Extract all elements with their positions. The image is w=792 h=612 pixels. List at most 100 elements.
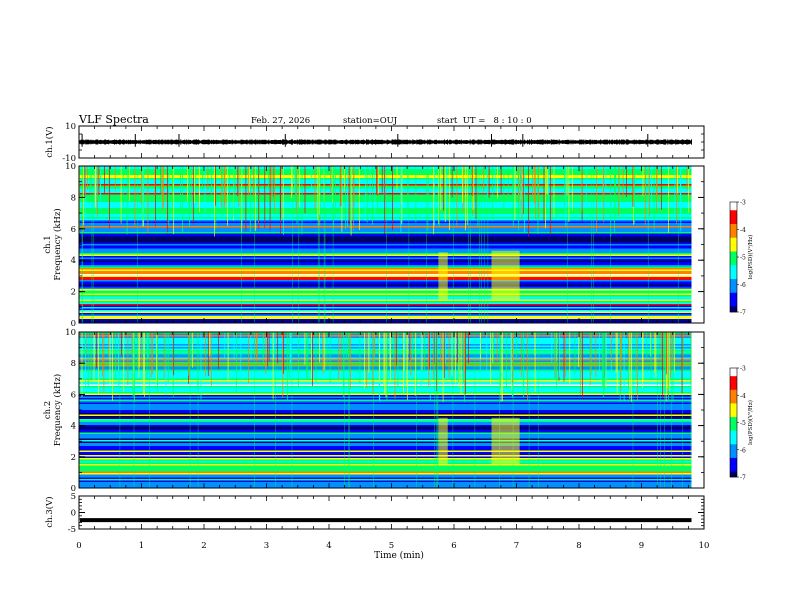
ch2-spectrogram-band-row xyxy=(79,458,692,460)
ch1-spectrogram-band-row xyxy=(79,293,692,295)
ch1-spectrogram-band-row xyxy=(79,262,692,264)
ch2-spectrogram-emission xyxy=(491,417,520,465)
ch2-spectrogram-colorbar-swatch xyxy=(730,441,737,445)
ch1-waveform-trace xyxy=(79,134,692,147)
ch1-spectrogram-ytick-label: 2 xyxy=(71,288,76,298)
ch1-spectrogram-band-row xyxy=(79,173,692,175)
ch2-spectrogram-colorbar-swatch xyxy=(730,468,737,472)
ch3-waveform-panel: 5 0 -5 ch.3(V) xyxy=(44,492,705,535)
ch1-spectrogram-colorbar-swatch xyxy=(730,265,737,269)
ch1-spectrogram-band-row xyxy=(79,170,692,172)
ch2-spectrogram-colorbar-tick-label: -6 xyxy=(740,447,746,454)
ch2-spectrogram-band-row xyxy=(79,368,692,370)
ch1-spectrogram-ytick-label: 10 xyxy=(65,162,76,172)
ch2-spectrogram-band-row xyxy=(79,383,692,385)
ch1-spectrogram-colorbar-swatch xyxy=(730,237,737,241)
ch2-spectrogram-band-row xyxy=(79,377,692,379)
ch1-spectrogram-band-row xyxy=(79,229,692,231)
ch2-spectrogram-band-row xyxy=(79,431,692,433)
ch1-spectrogram-colorbar-swatch xyxy=(730,284,737,288)
ch1-spectrogram-band-row xyxy=(79,271,692,273)
ch1-spectrogram-ytick-label: 6 xyxy=(71,225,76,235)
ch2-spectrogram-band-row xyxy=(79,356,692,358)
ch2-spectrogram-band-row xyxy=(79,453,692,455)
ch2-spectrogram-band-row xyxy=(79,332,692,334)
ch2-spectrogram-band-row xyxy=(79,437,692,439)
ch1-spectrogram-colorbar-swatch xyxy=(730,207,737,211)
ch2-spectrogram-ytick-label: 2 xyxy=(71,453,76,463)
ch2-spectrogram-band-row xyxy=(79,447,692,449)
ch2-spectrogram-colorbar-swatch xyxy=(730,457,737,461)
ch2-spectrogram-band-row xyxy=(79,420,692,422)
ch3-waveform-ylabel: ch.3(V) xyxy=(44,496,55,527)
ch1-spectrogram-colorbar-swatch xyxy=(730,273,737,277)
ch1-spectrogram-colorbar-swatch xyxy=(730,281,737,285)
ch2-spectrogram-colorbar-swatch xyxy=(730,397,737,401)
ch1-spectrogram-emission xyxy=(438,252,448,300)
ch2-spectrogram-band-row xyxy=(79,432,692,434)
ch1-spectrogram-band-row xyxy=(79,274,692,276)
ch1-spectrogram-band-row xyxy=(79,314,692,316)
ch2-spectrogram-band-row xyxy=(79,408,692,410)
ch2-spectrogram-colorbar-swatch xyxy=(730,408,737,412)
ch1-spectrogram-colorbar-swatch xyxy=(730,268,737,272)
ch2-spectrogram-band-row xyxy=(79,428,692,430)
ch2-spectrogram-colorbar-swatch xyxy=(730,447,737,451)
ch1-spectrogram-band-row xyxy=(79,313,692,315)
ch2-spectrogram-ytick-label: 0 xyxy=(71,484,76,494)
ch2-spectrogram-colorbar-swatch xyxy=(730,422,737,426)
ch2-spectrogram-band-row xyxy=(79,441,692,443)
ch1-spectrogram-colorbar-swatch xyxy=(730,240,737,244)
ch1-spectrogram-band-row xyxy=(79,191,692,193)
ch1-spectrogram-colorbar-swatch xyxy=(730,259,737,263)
ch1-spectrogram-band-row xyxy=(79,244,692,246)
ch1-spectrogram-colorbar-swatch xyxy=(730,279,737,283)
time-tick-label: 2 xyxy=(201,541,206,551)
ch2-spectrogram-band-row xyxy=(79,395,692,397)
ch1-spectrogram-colorbar-swatch xyxy=(730,224,737,228)
ch1-spectrogram-band-row xyxy=(79,319,692,321)
ch2-spectrogram-band-row xyxy=(79,399,692,401)
ch1-spectrogram-band-row xyxy=(79,172,692,174)
ch2-spectrogram-band-row xyxy=(79,374,692,376)
ch2-spectrogram-band-row xyxy=(79,459,692,461)
ch1-spectrogram-colorbar-swatch xyxy=(730,218,737,222)
ch2-spectrogram-colorbar-swatch xyxy=(730,392,737,396)
ch2-spectrogram-band-row xyxy=(79,423,692,425)
ch1-spectrogram-band-row xyxy=(79,251,692,253)
time-tick-label: 1 xyxy=(139,541,144,551)
ch2-spectrogram-band-row xyxy=(79,461,692,463)
ch1-spectrogram-colorbar-swatch xyxy=(730,254,737,258)
ch1-spectrogram-band-row xyxy=(79,182,692,184)
ch1-spectrogram-band-row xyxy=(79,221,692,223)
ch2-spectrogram-band-row xyxy=(79,474,692,476)
ch2-spectrogram-band-row xyxy=(79,417,692,419)
ch1-spectrogram-band-row xyxy=(79,242,692,244)
ch3-waveform-ytick-label: 5 xyxy=(71,492,76,502)
ch1-spectrogram-colorbar-swatch xyxy=(730,290,737,294)
ch2-spectrogram-colorbar-swatch xyxy=(730,471,737,475)
time-tick-label: 4 xyxy=(326,541,331,551)
ch1-spectrogram-band-row xyxy=(79,280,692,282)
ch2-colorbar: -3 -4 -5 -6 -7 log(PSD)(V²/Hz) xyxy=(729,366,754,482)
ch1-spectrogram-colorbar-swatch xyxy=(730,221,737,225)
ch1-spectrogram-band-row xyxy=(79,248,692,250)
ch2-spectrogram-band-row xyxy=(79,486,692,488)
ch1-spectrogram-band-row xyxy=(79,253,692,255)
ch1-spectrogram-band-row xyxy=(79,272,692,274)
ch2-spectrogram-band-row xyxy=(79,360,692,362)
ch2-spectrogram-colorbar-swatch xyxy=(730,381,737,385)
ch2-spectrogram-colorbar-swatch xyxy=(730,436,737,440)
ch2-spectrogram-band-row xyxy=(79,413,692,415)
ch2-spectrogram-band-row xyxy=(79,333,692,335)
ch2-spectrogram-band-row xyxy=(79,477,692,479)
ch1-spectrogram-band-row xyxy=(79,190,692,192)
ch2-spectrogram-band-row xyxy=(79,434,692,436)
ch1-spectrogram-band-row xyxy=(79,217,692,219)
ch1-spectrogram-band-row xyxy=(79,320,692,322)
ch2-spectrogram-band-row xyxy=(79,438,692,440)
ch1-spectrogram-band-row xyxy=(79,166,692,168)
time-tick-label: 5 xyxy=(389,541,394,551)
ch2-spectrogram-band-row xyxy=(79,470,692,472)
ch2-spectrogram-colorbar-swatch xyxy=(730,384,737,388)
